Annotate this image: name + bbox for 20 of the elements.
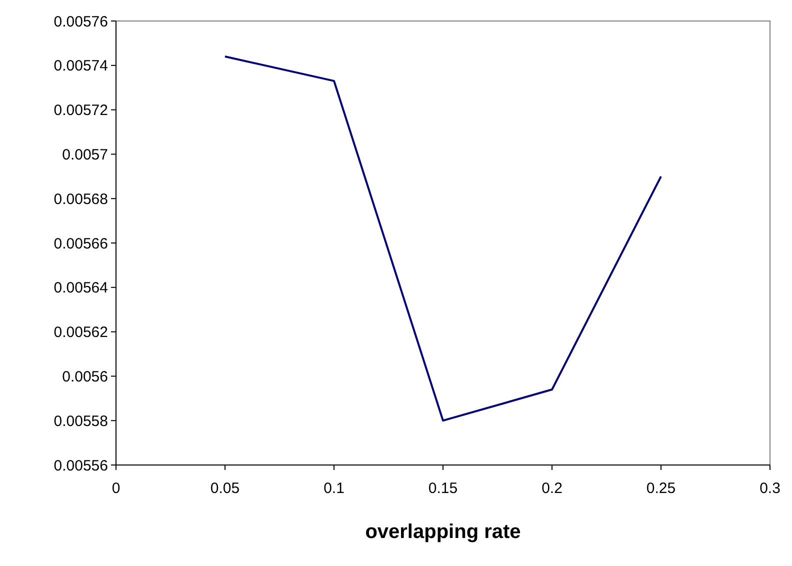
x-tick-label: 0.3 [760, 480, 780, 497]
x-axis-title: overlapping rate [365, 521, 521, 543]
x-tick-label: 0.05 [210, 480, 240, 497]
y-tick-label: 0.00574 [54, 58, 108, 75]
y-tick-label: 0.0056 [62, 368, 108, 386]
y-tick-label: 0.00566 [54, 235, 108, 252]
x-tick-label: 0.25 [646, 480, 676, 497]
x-tick-label: 0.2 [542, 480, 562, 497]
x-tick-label: 0.1 [324, 480, 344, 497]
y-tick-label: 0.00562 [54, 324, 108, 342]
y-tick-label: 0.00558 [54, 412, 108, 430]
line-series [224, 56, 662, 422]
y-tick-label: 0.00556 [54, 457, 108, 474]
y-tick-label: 0.00572 [54, 102, 108, 120]
y-tick-label: 0.00568 [54, 190, 108, 208]
y-tick-label: 0.00564 [54, 280, 108, 297]
y-tick-label: 0.0057 [62, 146, 108, 164]
y-tick-label: 0.00576 [54, 13, 108, 30]
x-tick-label: 0.15 [428, 480, 458, 497]
x-tick-label: 0 [112, 480, 120, 497]
